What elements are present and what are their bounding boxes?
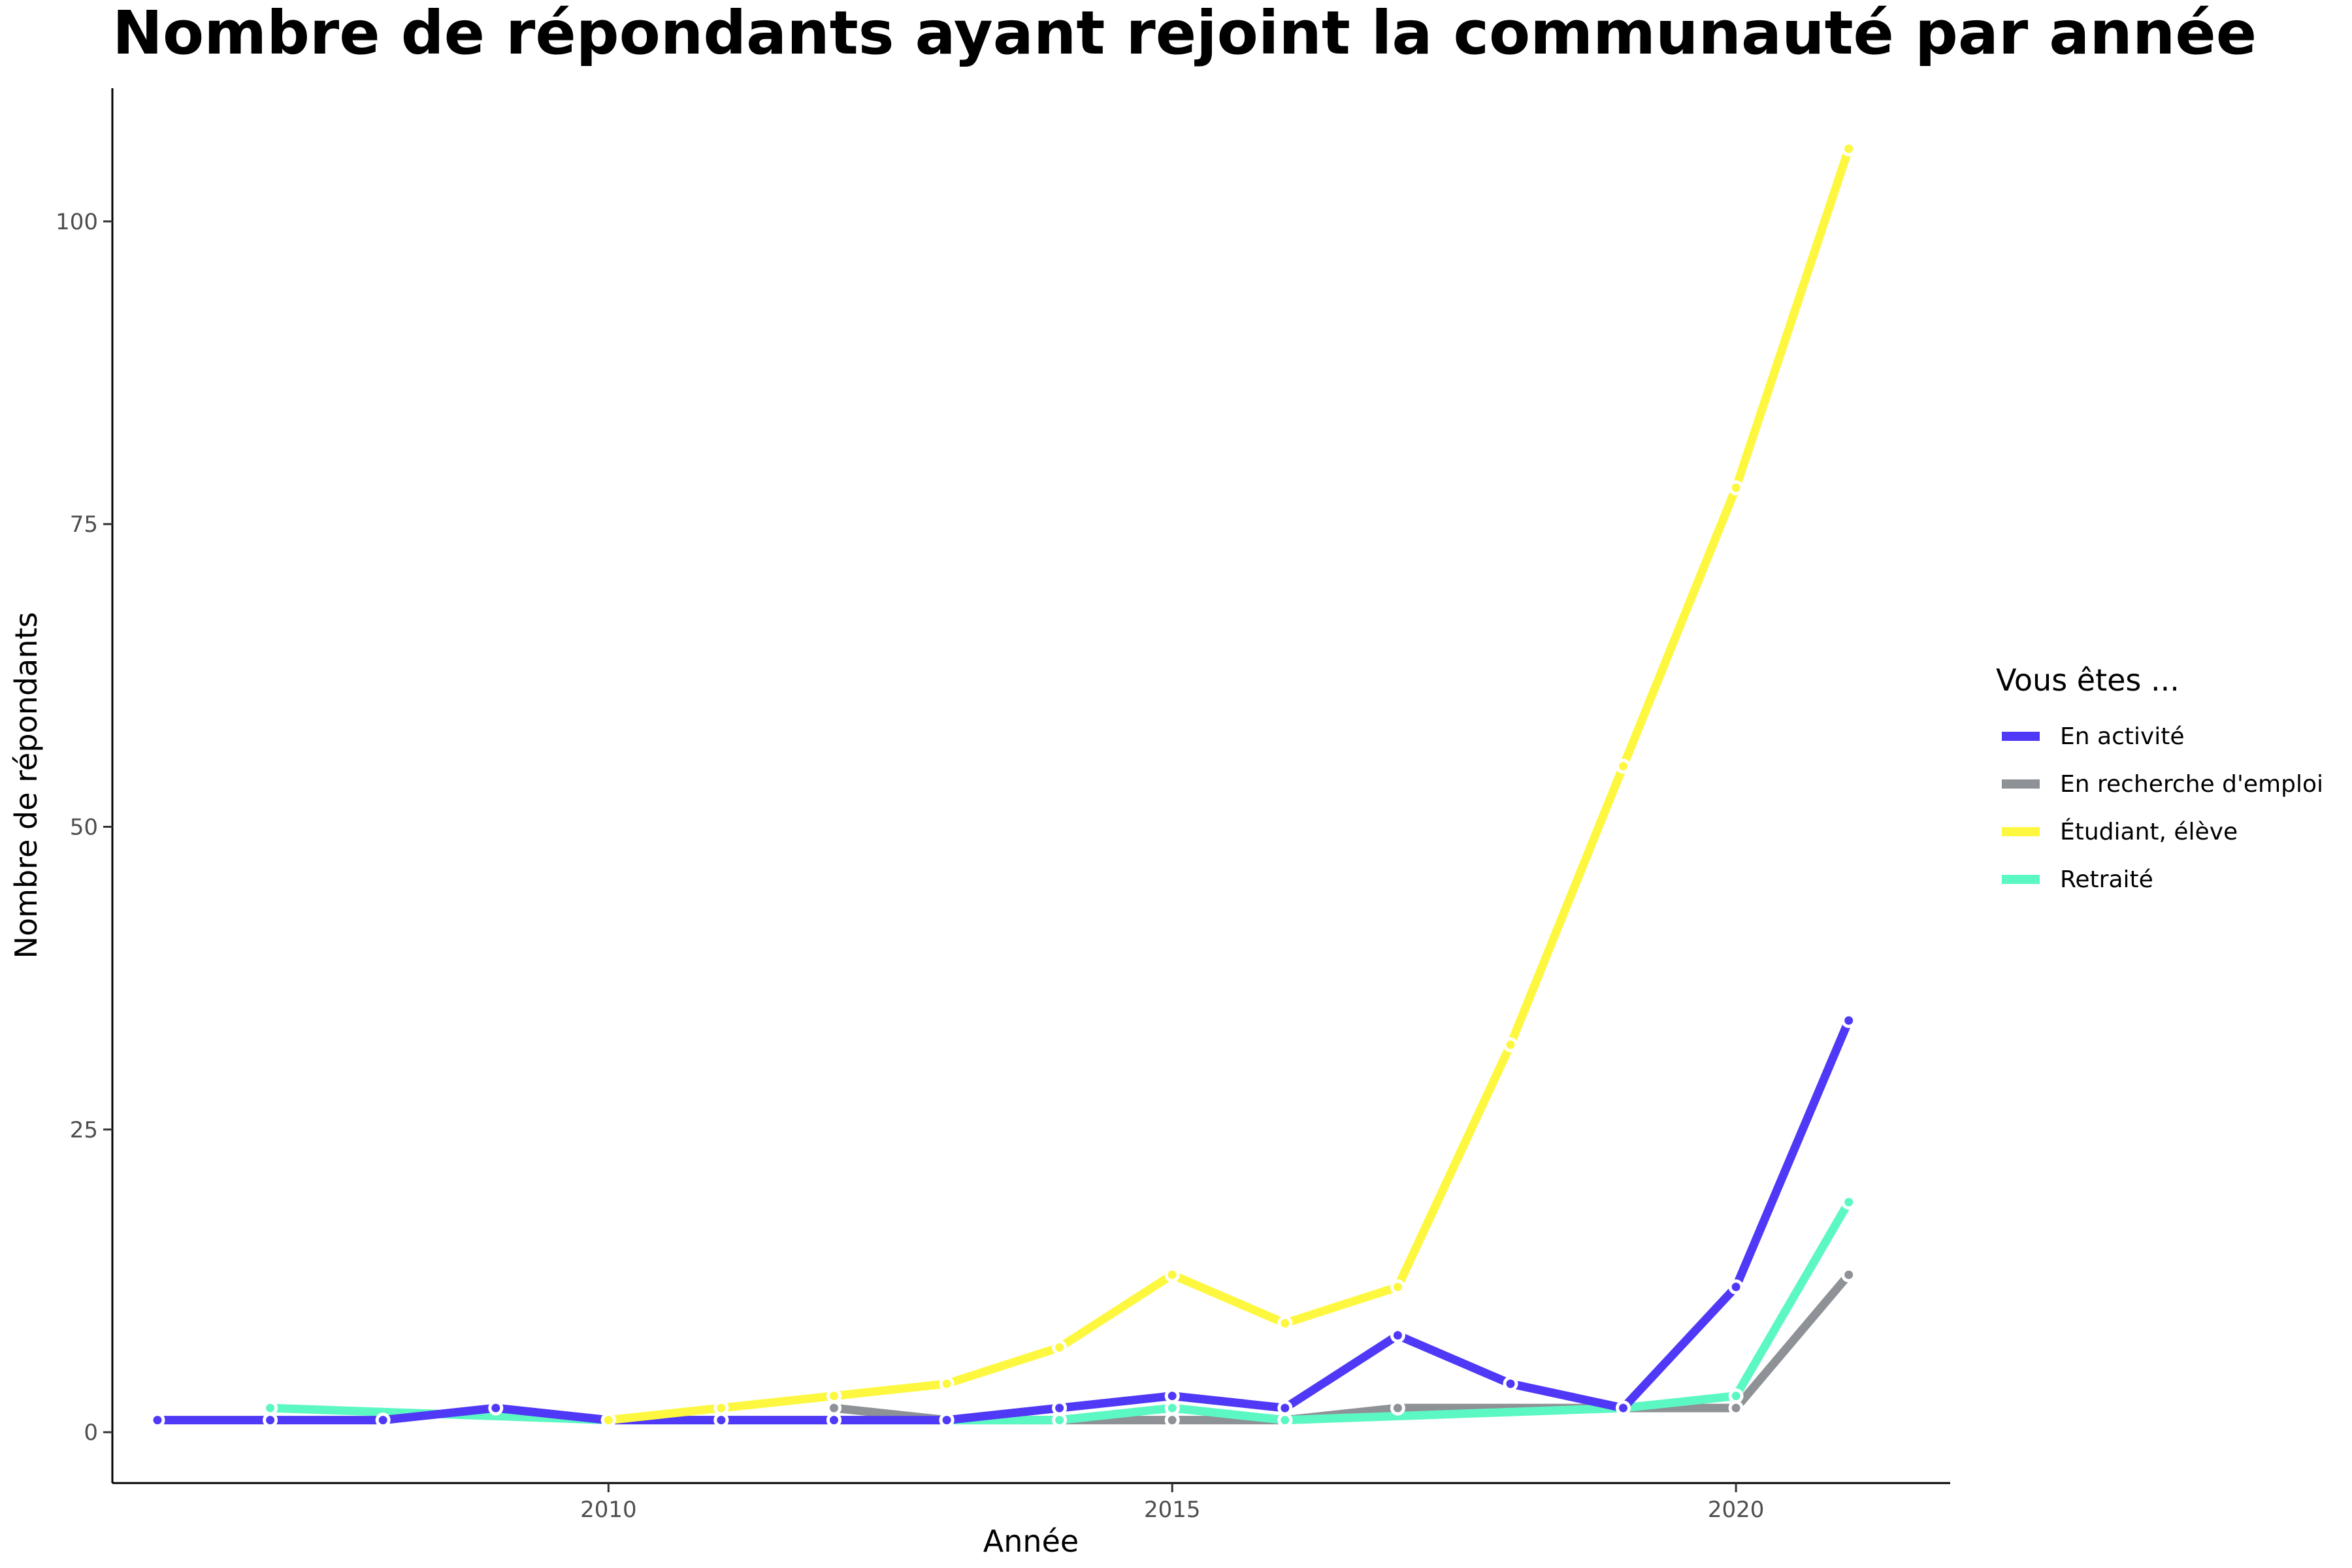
y-tick-label: 0: [84, 1420, 98, 1446]
legend-title: Vous êtes ...: [1996, 662, 2180, 698]
plot-area: 2010 2015 2020 0 25 50 75 100: [56, 88, 1950, 1523]
legend-label: En recherche d'emploi: [2060, 771, 2323, 798]
series-lines: [157, 147, 1853, 1425]
data-point-en-recherche-d-emploi: [1164, 1413, 1180, 1428]
y-tick-label: 75: [70, 512, 98, 538]
data-point-en-activite: [1841, 1013, 1857, 1028]
legend-label: Retraité: [2060, 866, 2153, 893]
data-point-etudiant-eleve: [1164, 1267, 1180, 1282]
series-line-etudiant-eleve: [608, 147, 1853, 1425]
data-point-etudiant-eleve: [1616, 759, 1631, 774]
data-point-en-activite: [939, 1413, 955, 1428]
data-point-etudiant-eleve: [826, 1388, 841, 1404]
data-point-etudiant-eleve: [1503, 1037, 1518, 1053]
y-tick-label: 25: [70, 1117, 98, 1143]
data-point-en-activite: [1164, 1388, 1180, 1404]
y-axis-title: Nombre de répondants: [8, 612, 44, 959]
data-point-etudiant-eleve: [1728, 480, 1744, 496]
data-point-en-activite: [1052, 1400, 1068, 1416]
data-point-en-activite: [1503, 1376, 1518, 1392]
data-point-etudiant-eleve: [939, 1376, 955, 1392]
data-point-en-activite: [1277, 1400, 1293, 1416]
data-point-etudiant-eleve: [713, 1400, 729, 1416]
x-tick-label: 2010: [580, 1497, 637, 1523]
y-tick-label: 50: [70, 815, 98, 841]
legend-label: Étudiant, élève: [2060, 818, 2238, 845]
data-point-en-activite: [488, 1400, 504, 1416]
data-point-retraite: [1164, 1400, 1180, 1416]
data-point-etudiant-eleve: [1052, 1339, 1068, 1355]
x-tick-label: 2015: [1144, 1497, 1201, 1523]
axis-ticks: 2010 2015 2020 0 25 50 75 100: [56, 209, 1764, 1523]
data-point-etudiant-eleve: [1277, 1315, 1293, 1331]
data-point-en-activite: [1728, 1279, 1744, 1295]
data-point-retraite: [263, 1400, 278, 1416]
data-point-en-activite: [150, 1413, 165, 1428]
legend-items: En activité En recherche d'emploi Étudiant…: [2002, 723, 2323, 893]
data-point-etudiant-eleve: [1390, 1279, 1405, 1295]
data-point-en-recherche-d-emploi: [1841, 1267, 1857, 1282]
data-point-en-activite: [826, 1413, 841, 1428]
legend-label: En activité: [2060, 723, 2185, 750]
data-point-retraite: [1728, 1388, 1744, 1404]
y-tick-label: 100: [56, 209, 98, 235]
data-point-en-recherche-d-emploi: [1390, 1400, 1405, 1416]
data-point-etudiant-eleve: [1841, 141, 1857, 157]
data-point-en-activite: [1616, 1400, 1631, 1416]
data-point-en-activite: [375, 1413, 391, 1428]
series-line-en-activite: [157, 1019, 1853, 1425]
data-point-en-activite: [1390, 1328, 1405, 1343]
series-points: [150, 141, 1857, 1428]
legend: Vous êtes ... En activité En recherche d'…: [1996, 662, 2323, 893]
data-point-retraite: [1277, 1413, 1293, 1428]
data-point-en-activite: [263, 1413, 278, 1428]
data-point-en-activite: [713, 1413, 729, 1428]
x-tick-label: 2020: [1708, 1497, 1765, 1523]
x-axis-title: Année: [983, 1524, 1079, 1559]
chart-title: Nombre de répondants ayant rejoint la co…: [112, 0, 2257, 68]
series-line-retraite: [270, 1200, 1853, 1425]
data-point-retraite: [1052, 1413, 1068, 1428]
data-point-retraite: [1841, 1194, 1857, 1210]
data-point-en-recherche-d-emploi: [826, 1400, 841, 1416]
data-point-en-recherche-d-emploi: [1728, 1400, 1744, 1416]
data-point-etudiant-eleve: [600, 1413, 616, 1428]
